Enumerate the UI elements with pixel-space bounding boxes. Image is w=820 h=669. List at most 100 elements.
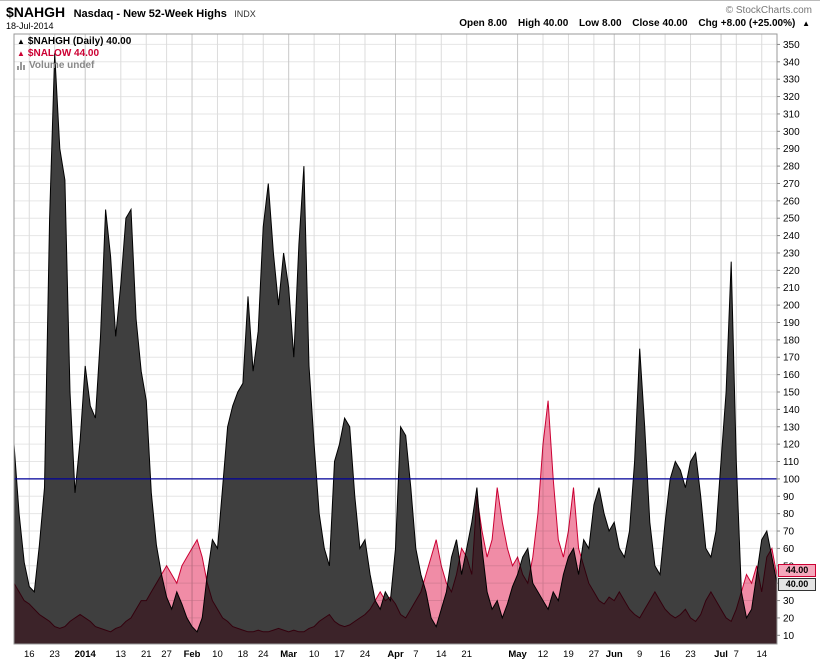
quote-close-label: Close — [632, 18, 660, 29]
svg-text:100: 100 — [783, 474, 800, 485]
quote-row: Open 8.00 High 40.00 Low 8.00 Close 40.00 Ch… — [451, 18, 810, 29]
nalow-area-series — [14, 400, 777, 644]
svg-text:10: 10 — [309, 649, 320, 660]
svg-text:220: 220 — [783, 266, 800, 277]
svg-text:250: 250 — [783, 214, 800, 225]
svg-text:210: 210 — [783, 283, 800, 294]
svg-text:May: May — [508, 649, 527, 660]
svg-text:180: 180 — [783, 335, 800, 346]
svg-text:20: 20 — [783, 613, 795, 624]
svg-text:330: 330 — [783, 75, 800, 86]
svg-text:16: 16 — [660, 649, 671, 660]
legend-item-volume: Volume undef — [17, 60, 131, 72]
nalow-outline — [13, 400, 778, 633]
nalow-blend-group — [13, 400, 778, 644]
svg-text:2014: 2014 — [75, 649, 97, 660]
svg-text:260: 260 — [783, 196, 800, 207]
svg-text:12: 12 — [538, 649, 549, 660]
svg-text:190: 190 — [783, 318, 800, 329]
svg-text:Mar: Mar — [280, 649, 297, 660]
quote-low-value: 8.00 — [602, 18, 622, 29]
svg-text:300: 300 — [783, 127, 800, 138]
svg-text:10: 10 — [212, 649, 223, 660]
svg-text:17: 17 — [334, 649, 345, 660]
copyright-link[interactable]: © StockCharts.com — [725, 5, 812, 16]
svg-text:130: 130 — [783, 422, 800, 433]
legend-nahgh-label: $NAHGH (Daily) 40.00 — [27, 36, 132, 47]
svg-text:200: 200 — [783, 301, 800, 312]
svg-text:Jul: Jul — [714, 649, 728, 660]
svg-text:30: 30 — [783, 596, 795, 607]
quote-open-value: 8.00 — [487, 18, 508, 29]
svg-text:110: 110 — [783, 457, 799, 468]
chart-legend: ▲ $NAHGH (Daily) 40.00 ▲ $NALOW 44.00 Vo… — [17, 36, 131, 72]
svg-text:240: 240 — [783, 231, 800, 242]
svg-text:27: 27 — [589, 649, 600, 660]
plot-border — [13, 33, 778, 645]
quote-chg-label: Chg — [698, 18, 718, 29]
triangle-up-icon: ▲ — [17, 49, 25, 58]
svg-text:27: 27 — [161, 649, 172, 660]
svg-text:160: 160 — [783, 370, 800, 381]
chart-header: $NAHGH Nasdaq - New 52-Week Highs INDX — [6, 4, 256, 22]
svg-text:340: 340 — [783, 57, 800, 68]
quote-chg-value: +8.00 (+25.00%) — [720, 18, 796, 29]
quote-close-value: 40.00 — [662, 18, 688, 29]
svg-text:14: 14 — [756, 649, 767, 660]
svg-text:7: 7 — [734, 649, 739, 660]
svg-text:230: 230 — [783, 248, 800, 259]
svg-text:Apr: Apr — [387, 649, 404, 660]
svg-text:310: 310 — [783, 109, 800, 120]
quote-high-label: High — [518, 18, 541, 29]
svg-text:7: 7 — [413, 649, 418, 660]
up-triangle-icon: ▲ — [802, 19, 810, 28]
price-tag-nahgh: 40.00 — [778, 578, 816, 592]
svg-text:320: 320 — [783, 92, 800, 103]
legend-item-nalow: ▲ $NALOW 44.00 — [17, 48, 131, 60]
svg-text:18: 18 — [238, 649, 249, 660]
svg-text:14: 14 — [436, 649, 447, 660]
symbol: $NAHGH — [6, 4, 66, 20]
quote-open-label: Open — [459, 18, 485, 29]
svg-text:24: 24 — [360, 649, 371, 660]
svg-text:Jun: Jun — [606, 649, 623, 660]
legend-nalow-label: $NALOW 44.00 — [27, 48, 100, 59]
svg-text:270: 270 — [783, 179, 800, 190]
volume-bars-icon — [17, 62, 26, 70]
exchange-label: INDX — [234, 9, 256, 19]
svg-text:350: 350 — [783, 40, 800, 51]
svg-text:90: 90 — [783, 492, 795, 503]
chart-title: Nasdaq - New 52-Week Highs — [73, 8, 227, 20]
nahgh-outline — [13, 53, 778, 633]
svg-text:23: 23 — [685, 649, 696, 660]
svg-text:9: 9 — [637, 649, 642, 660]
svg-text:24: 24 — [258, 649, 269, 660]
legend-volume-label: Volume undef — [29, 60, 95, 71]
svg-text:60: 60 — [783, 544, 795, 555]
svg-text:280: 280 — [783, 162, 800, 173]
svg-text:21: 21 — [141, 649, 152, 660]
svg-text:150: 150 — [783, 388, 800, 399]
quote-low-label: Low — [579, 18, 600, 29]
svg-text:13: 13 — [116, 649, 127, 660]
svg-text:170: 170 — [783, 353, 800, 364]
chart-date: 18-Jul-2014 — [6, 21, 54, 31]
svg-text:Feb: Feb — [184, 649, 201, 660]
svg-text:23: 23 — [49, 649, 60, 660]
price-tag-nalow: 44.00 — [778, 564, 816, 578]
svg-text:16: 16 — [24, 649, 35, 660]
x-axis-labels: 16 23 2014 13 21 27 Feb 10 18 24 Mar 10 17 24 Apr 7 14 21… — [24, 649, 767, 660]
quote-high-value: 40.00 — [543, 18, 569, 29]
svg-text:140: 140 — [783, 405, 800, 416]
svg-text:80: 80 — [783, 509, 795, 520]
y-axis-labels: 1020304050607080901001101201301401501601… — [777, 40, 800, 642]
svg-text:21: 21 — [461, 649, 472, 660]
svg-text:10: 10 — [783, 631, 795, 642]
nahgh-area-series — [14, 53, 777, 645]
legend-item-nahgh: ▲ $NAHGH (Daily) 40.00 — [17, 36, 131, 48]
svg-text:19: 19 — [563, 649, 574, 660]
triangle-up-icon: ▲ — [17, 37, 25, 46]
svg-text:70: 70 — [783, 527, 795, 538]
